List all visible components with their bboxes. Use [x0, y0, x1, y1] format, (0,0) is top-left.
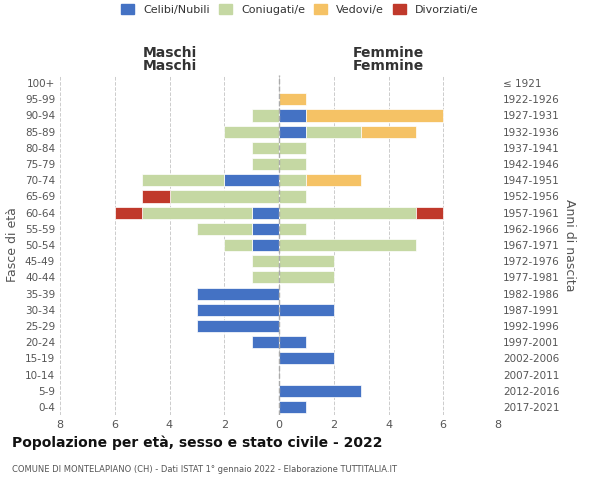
- Bar: [251, 222, 279, 235]
- Bar: [279, 336, 307, 348]
- Bar: [251, 158, 279, 170]
- Bar: [251, 239, 279, 251]
- Text: Maschi: Maschi: [142, 58, 197, 72]
- Bar: [251, 336, 279, 348]
- Bar: [279, 272, 334, 283]
- Bar: [251, 255, 279, 268]
- Bar: [307, 126, 361, 138]
- Bar: [361, 126, 416, 138]
- Bar: [279, 239, 416, 251]
- Bar: [197, 288, 279, 300]
- Bar: [251, 142, 279, 154]
- Bar: [142, 190, 170, 202]
- Bar: [251, 272, 279, 283]
- Bar: [115, 206, 142, 218]
- Text: Femmine: Femmine: [353, 46, 424, 60]
- Bar: [307, 174, 361, 186]
- Bar: [279, 401, 307, 413]
- Y-axis label: Anni di nascita: Anni di nascita: [563, 198, 576, 291]
- Bar: [279, 206, 416, 218]
- Bar: [251, 110, 279, 122]
- Bar: [251, 206, 279, 218]
- Bar: [224, 239, 251, 251]
- Bar: [307, 110, 443, 122]
- Bar: [279, 190, 307, 202]
- Text: Popolazione per età, sesso e stato civile - 2022: Popolazione per età, sesso e stato civil…: [12, 435, 383, 450]
- Bar: [279, 126, 307, 138]
- Bar: [142, 174, 224, 186]
- Text: Maschi: Maschi: [142, 46, 197, 60]
- Bar: [279, 352, 334, 364]
- Bar: [142, 206, 251, 218]
- Bar: [224, 126, 279, 138]
- Bar: [197, 304, 279, 316]
- Text: Femmine: Femmine: [353, 58, 424, 72]
- Bar: [279, 255, 334, 268]
- Bar: [224, 174, 279, 186]
- Bar: [279, 158, 307, 170]
- Bar: [279, 93, 307, 106]
- Legend: Celibi/Nubili, Coniugati/e, Vedovi/e, Divorziati/e: Celibi/Nubili, Coniugati/e, Vedovi/e, Di…: [117, 0, 483, 20]
- Bar: [279, 110, 307, 122]
- Text: COMUNE DI MONTELAPIANO (CH) - Dati ISTAT 1° gennaio 2022 - Elaborazione TUTTITAL: COMUNE DI MONTELAPIANO (CH) - Dati ISTAT…: [12, 465, 397, 474]
- Bar: [170, 190, 279, 202]
- Y-axis label: Fasce di età: Fasce di età: [7, 208, 19, 282]
- Bar: [279, 142, 307, 154]
- Bar: [279, 222, 307, 235]
- Bar: [197, 222, 251, 235]
- Bar: [416, 206, 443, 218]
- Bar: [279, 304, 334, 316]
- Bar: [279, 174, 307, 186]
- Bar: [279, 384, 361, 397]
- Bar: [197, 320, 279, 332]
